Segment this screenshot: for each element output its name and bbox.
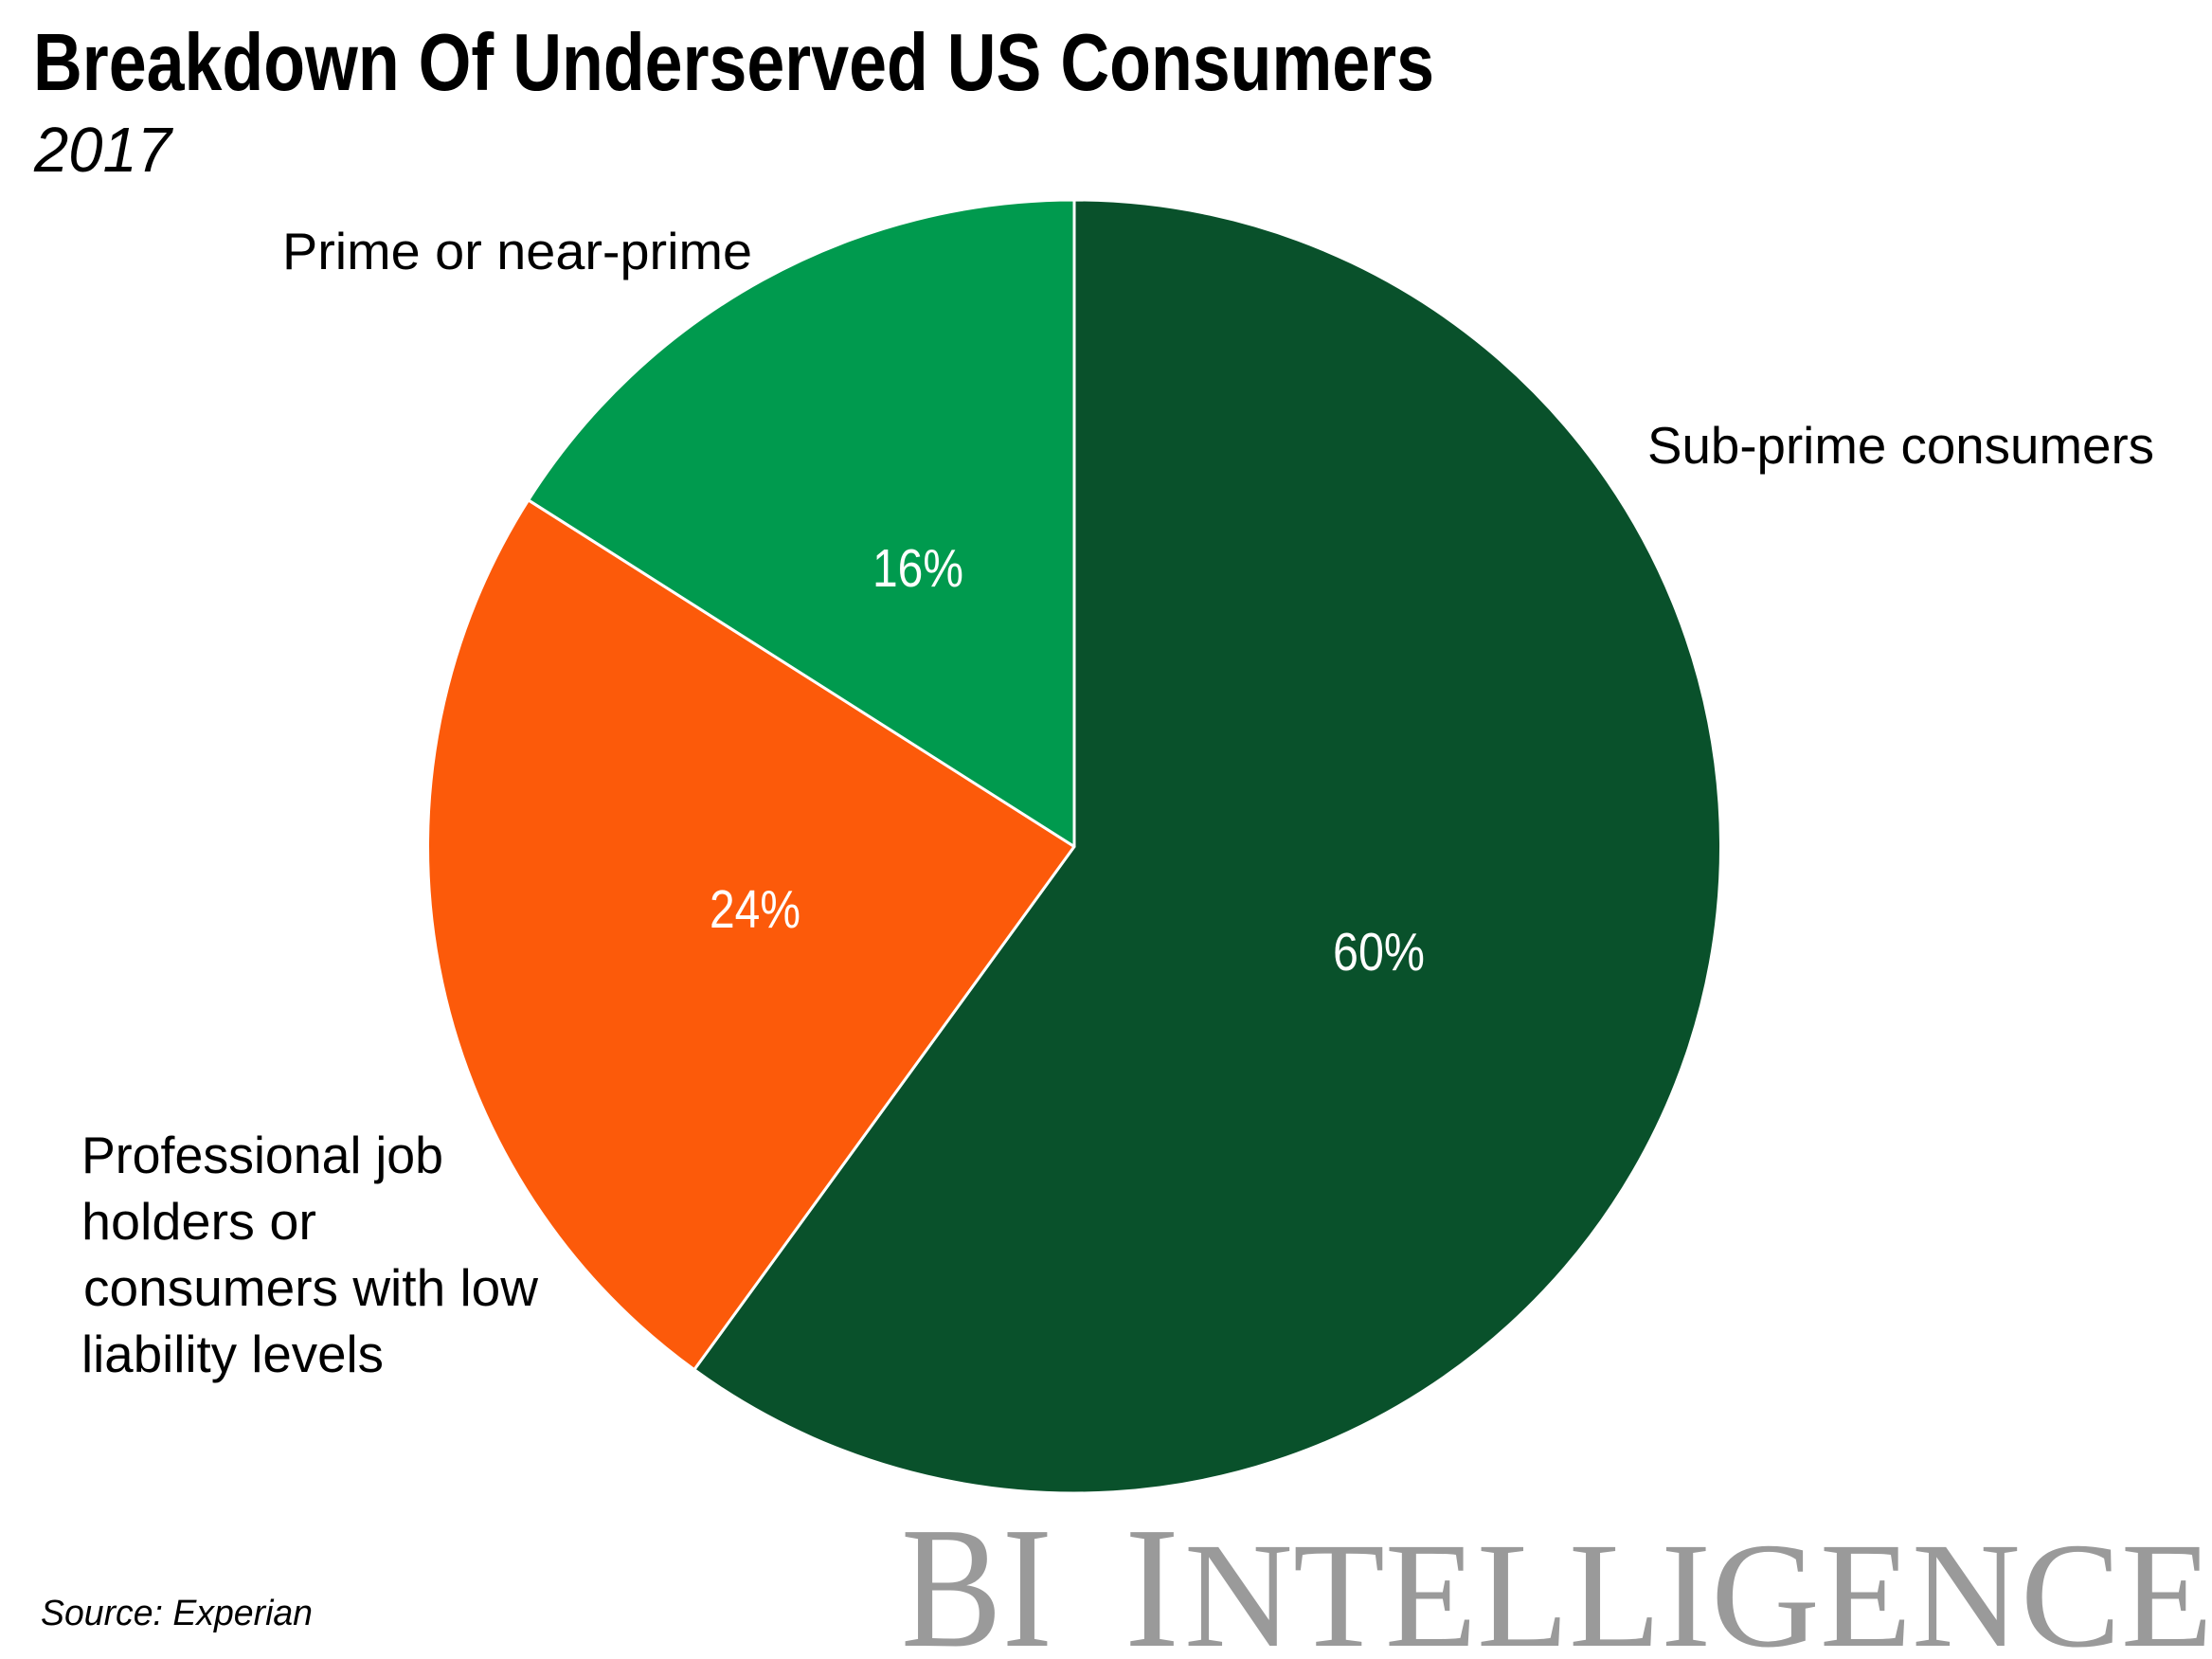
svg-text:2017: 2017: [33, 115, 174, 186]
svg-text:I: I: [1124, 1491, 1179, 1659]
svg-text:16%: 16%: [872, 538, 963, 599]
svg-text:Prime or near-prime: Prime or near-prime: [282, 222, 752, 280]
svg-text:holders or: holders or: [81, 1192, 316, 1251]
svg-text:BI: BI: [901, 1491, 1052, 1659]
svg-text:consumers with low: consumers with low: [83, 1258, 538, 1317]
svg-text:liability levels: liability levels: [81, 1325, 384, 1383]
svg-text:NTELLIGENCE: NTELLIGENCE: [1184, 1512, 2212, 1659]
svg-text:Source: Experian: Source: Experian: [41, 1594, 313, 1633]
svg-text:Professional job: Professional job: [81, 1126, 443, 1184]
svg-text:24%: 24%: [710, 879, 800, 940]
svg-text:Sub-prime consumers: Sub-prime consumers: [1647, 416, 2154, 475]
svg-text:60%: 60%: [1333, 922, 1425, 983]
svg-text:Breakdown Of Underserved US Co: Breakdown Of Underserved US Consumers: [33, 18, 1434, 108]
